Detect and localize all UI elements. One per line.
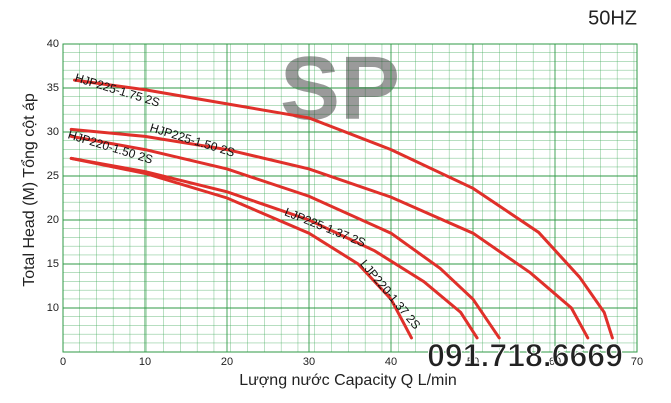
- curve: [69, 156, 413, 340]
- minor-grid: [63, 44, 637, 352]
- plot-frame: [62, 43, 638, 353]
- y-tick-label: 20: [47, 214, 59, 226]
- watermark-logo: SP: [280, 39, 400, 139]
- y-axis-title: Total Head (M) Tổng cột áp: [20, 93, 38, 287]
- x-tick-label: 50: [467, 356, 479, 368]
- y-tick-label: 25: [47, 170, 59, 182]
- y-tick-label: 10: [47, 302, 59, 314]
- curve: [69, 127, 590, 340]
- frequency-label: 50HZ: [588, 7, 637, 29]
- x-tick-label: 70: [631, 356, 643, 368]
- y-tick-label: 40: [47, 38, 59, 50]
- phone-number: 091.718.6669: [427, 337, 623, 373]
- curve: [69, 156, 479, 340]
- x-tick-label: 40: [385, 356, 397, 368]
- x-tick-label: 10: [139, 356, 151, 368]
- y-tick-label: 30: [47, 126, 59, 138]
- x-tick-label: 0: [60, 356, 66, 368]
- curve: [69, 134, 501, 340]
- curve: [72, 78, 614, 340]
- x-tick-label: 60: [549, 356, 561, 368]
- x-tick-label: 20: [221, 356, 233, 368]
- y-tick-label: 15: [47, 258, 59, 270]
- x-tick-label: 30: [303, 356, 315, 368]
- y-tick-label: 35: [47, 82, 59, 94]
- x-axis-title: Lượng nước Capacity Q L/min: [239, 372, 457, 389]
